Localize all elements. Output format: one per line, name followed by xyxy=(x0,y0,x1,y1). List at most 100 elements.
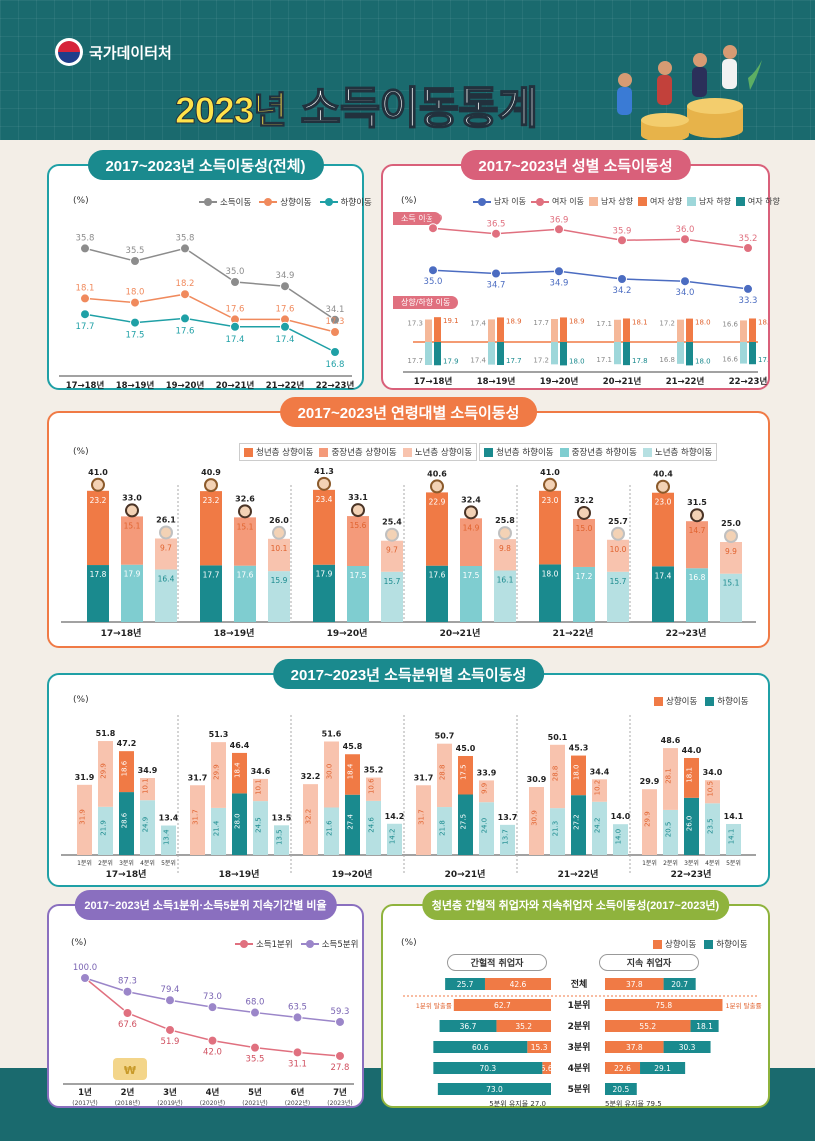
data-point xyxy=(180,243,190,254)
bar-label: 73.0 xyxy=(486,1085,503,1094)
bar-up xyxy=(381,540,403,572)
data-label: 34.2 xyxy=(613,286,632,296)
data-point xyxy=(80,309,90,320)
bar-down xyxy=(640,1062,686,1074)
series-line xyxy=(432,227,749,249)
title-year: 2023년 xyxy=(174,90,287,132)
tick-label: 18→19년 xyxy=(477,376,516,387)
bar-label: 22.9 xyxy=(429,497,446,506)
data-label: 17.3 xyxy=(326,317,345,327)
total-label: 33.9 xyxy=(477,768,497,777)
total-label: 13.7 xyxy=(498,813,518,822)
person-icon xyxy=(91,477,105,492)
bar-label: 17.2 xyxy=(659,320,675,328)
bar-label: 17.9 xyxy=(316,570,333,579)
bar-label: 15.1 xyxy=(723,579,740,588)
bar-label: 18.4 xyxy=(234,762,242,778)
total-label: 14.2 xyxy=(385,812,405,821)
chart-quintile: 31.9 31.9 1분위 21.9 29.9 51.8 2분위 28.6 18.6 47.2 3분… xyxy=(61,715,756,880)
data-label: 36.5 xyxy=(487,220,506,230)
tick-sublabel: (2019년) xyxy=(157,1099,182,1107)
panel-age-title: 2017~2023년 연령대별 소득이동성 xyxy=(279,397,538,427)
quintile-label: 3분위 xyxy=(119,859,134,867)
total-label: 14.1 xyxy=(724,812,744,821)
bar-up xyxy=(119,751,134,793)
bar-up xyxy=(140,778,155,801)
tick-label: 22→23년 xyxy=(671,868,712,880)
bar-label: 19.1 xyxy=(443,317,459,325)
bar-down xyxy=(87,565,109,622)
data-point xyxy=(230,277,240,287)
bar-label: 17.7 xyxy=(506,357,522,365)
bar-label: 18.0 xyxy=(542,569,559,578)
section-tag-move: 소득 이동 xyxy=(393,212,441,225)
bar-up xyxy=(253,778,268,802)
bar-up xyxy=(527,1041,551,1053)
bar-up xyxy=(484,978,551,990)
legend: 남자 이동 여자 이동 남자 상향 여자 상향 남자 하향 여자 하향 xyxy=(473,196,780,207)
person-icon xyxy=(543,477,557,492)
bar-label: 9.9 xyxy=(725,547,737,556)
legend: 상향이동 하향이동 xyxy=(653,938,748,950)
data-label: 34.1 xyxy=(326,305,345,315)
legend-item: 소득1분위 xyxy=(235,938,293,950)
legend: 청년층 상향이동 중장년층 상향이동 노년층 상향이동 청년층 하향이동 중장년층 하… xyxy=(239,443,718,461)
legend-label: 청년층 하향이동 xyxy=(496,448,554,458)
bar-label: 10.1 xyxy=(271,544,288,553)
bar-down xyxy=(313,564,335,622)
header-banner: 국가데이터처 2023년 소득이동통계 xyxy=(0,0,815,140)
bar-up xyxy=(211,742,226,808)
title-name: 소득이동통계 xyxy=(300,83,539,134)
data-label: 31.1 xyxy=(288,1059,307,1069)
bar-up xyxy=(437,743,452,808)
bar-label: 16.6 xyxy=(722,356,738,364)
bar-label: 13.7 xyxy=(502,829,510,845)
bar-label: 27.5 xyxy=(460,814,468,830)
tick-label: 20→21년 xyxy=(216,380,255,390)
won-symbol: ₩ xyxy=(124,1064,136,1077)
person-icon xyxy=(464,505,478,520)
total-label: 40.4 xyxy=(653,470,673,479)
data-label: 79.4 xyxy=(161,985,180,995)
right-footnote: 5분위 유지율 79.5 xyxy=(605,1099,662,1108)
bar xyxy=(488,319,495,342)
data-label: 51.9 xyxy=(161,1037,180,1047)
bar-label: 24.2 xyxy=(594,818,602,834)
total-label: 44.0 xyxy=(682,746,702,755)
quintile-label: 5분위 xyxy=(726,859,741,867)
bar-up xyxy=(324,741,339,808)
total-label: 41.0 xyxy=(88,468,108,477)
legend-item: 청년층 하향이동 중장년층 하향이동 노년층 하향이동 xyxy=(479,443,718,461)
total-label: 32.2 xyxy=(301,772,321,781)
bar xyxy=(434,317,441,342)
data-point xyxy=(165,1024,175,1035)
bar-down xyxy=(571,795,586,855)
tick-label: 19→20년 xyxy=(332,868,373,880)
data-point xyxy=(122,1007,133,1018)
data-point xyxy=(335,1016,345,1027)
tick-label: 17→18년 xyxy=(66,380,105,390)
panel-gender-title: 2017~2023년 성별 소득이동성 xyxy=(460,150,691,180)
panel-quintile: 2017~2023년 소득분위별 소득이동성 (%) 상향이동 하향이동 31.… xyxy=(47,659,770,887)
person-icon xyxy=(611,526,625,541)
bar-up xyxy=(494,539,516,571)
total-label: 26.1 xyxy=(156,515,176,524)
bar-up xyxy=(573,518,595,567)
bar-down xyxy=(253,801,268,855)
data-label: 68.0 xyxy=(246,998,265,1008)
bar-label: 17.2 xyxy=(533,356,549,364)
bar-down xyxy=(494,570,516,622)
data-point xyxy=(743,243,753,253)
bar-label: 18.0 xyxy=(695,319,711,327)
bar xyxy=(560,317,567,342)
total-label: 31.7 xyxy=(414,773,434,782)
quintile-label: 5분위 xyxy=(161,859,176,867)
tick-label: 18→19년 xyxy=(219,868,260,880)
bar-label: 18.6 xyxy=(121,760,129,776)
bar-label: 29.9 xyxy=(644,811,652,827)
row-label: 3분위 xyxy=(568,1041,591,1053)
tick-sublabel: (2020년) xyxy=(200,1099,225,1107)
bar-up xyxy=(605,978,664,990)
person-icon xyxy=(272,525,286,540)
data-point xyxy=(330,347,340,357)
